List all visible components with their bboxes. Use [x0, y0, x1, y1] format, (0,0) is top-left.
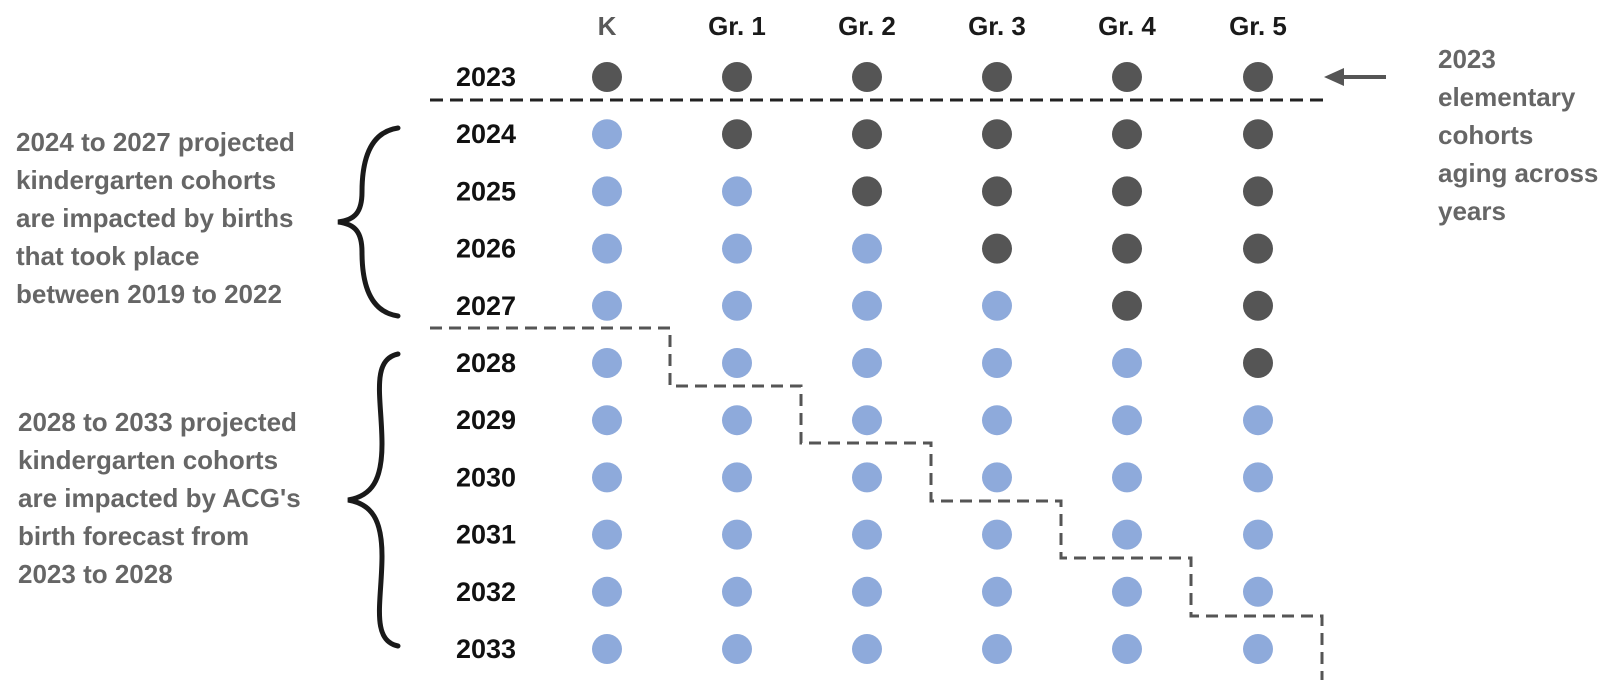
dot-existing-cohort [1112, 233, 1142, 264]
dot-existing-cohort [722, 62, 752, 92]
row-year-label: 2033 [456, 634, 516, 664]
dot-projected-cohort [592, 634, 622, 664]
dot-existing-cohort [982, 233, 1012, 264]
dot-projected-cohort [982, 519, 1012, 550]
dot-projected-cohort [722, 519, 752, 550]
dot-projected-cohort [1243, 462, 1273, 493]
dot-projected-cohort [852, 233, 882, 264]
dot-projected-cohort [1112, 405, 1142, 436]
left-arrow-icon [1324, 68, 1344, 86]
dot-projected-cohort [1112, 348, 1142, 378]
dot-projected-cohort [592, 405, 622, 436]
dot-existing-cohort [1112, 119, 1142, 150]
dot-projected-cohort [592, 176, 622, 207]
dot-projected-cohort [592, 576, 622, 607]
dot-projected-cohort [982, 348, 1012, 378]
row-year-label: 2024 [456, 119, 516, 149]
dot-existing-cohort [722, 119, 752, 150]
dot-projected-cohort [722, 576, 752, 607]
dot-projected-cohort [1243, 634, 1273, 664]
dot-projected-cohort [722, 290, 752, 321]
dot-projected-cohort [722, 176, 752, 207]
dot-existing-cohort [982, 119, 1012, 150]
dot-projected-cohort [852, 290, 882, 321]
note-left-top: 2024 to 2027 projected kindergarten coho… [16, 127, 295, 309]
dot-projected-cohort [982, 405, 1012, 436]
dot-existing-cohort [1112, 176, 1142, 207]
dot-projected-cohort [1112, 576, 1142, 607]
column-header: Gr. 4 [1098, 11, 1156, 41]
dot-projected-cohort [592, 462, 622, 493]
row-year-label: 2027 [456, 291, 516, 321]
dot-projected-cohort [1112, 462, 1142, 493]
dot-projected-cohort [722, 233, 752, 264]
column-header: Gr. 1 [708, 11, 766, 41]
note-left-bottom: 2028 to 2033 projected kindergarten coho… [18, 407, 301, 589]
dot-projected-cohort [722, 348, 752, 378]
dot-existing-cohort [982, 176, 1012, 207]
dot-existing-cohort [1112, 62, 1142, 92]
dot-projected-cohort [982, 462, 1012, 493]
row-year-label: 2032 [456, 577, 516, 607]
dot-projected-cohort [722, 462, 752, 493]
dot-projected-cohort [592, 348, 622, 378]
dot-existing-cohort [1243, 233, 1273, 264]
dashed-staircase-line [430, 326, 1324, 680]
dot-existing-cohort [592, 62, 622, 92]
dot-projected-cohort [722, 634, 752, 664]
column-header: K [598, 11, 617, 41]
column-header: Gr. 3 [968, 11, 1026, 41]
dot-projected-cohort [1112, 634, 1142, 664]
dot-existing-cohort [982, 62, 1012, 92]
column-header: Gr. 2 [838, 11, 896, 41]
dot-existing-cohort [1112, 290, 1142, 321]
dot-projected-cohort [592, 233, 622, 264]
dot-projected-cohort [592, 290, 622, 321]
row-year-label: 2030 [456, 462, 516, 492]
dot-existing-cohort [852, 176, 882, 207]
dot-projected-cohort [852, 405, 882, 436]
dot-projected-cohort [592, 119, 622, 150]
dot-projected-cohort [1243, 519, 1273, 550]
dot-existing-cohort [1243, 290, 1273, 321]
row-year-label: 2029 [456, 405, 516, 435]
dot-projected-cohort [982, 576, 1012, 607]
dot-projected-cohort [722, 405, 752, 436]
dot-projected-cohort [1243, 405, 1273, 436]
row-year-label: 2026 [456, 234, 516, 264]
dot-projected-cohort [982, 290, 1012, 321]
row-year-label: 2028 [456, 348, 516, 378]
dot-projected-cohort [852, 576, 882, 607]
dot-projected-cohort [852, 519, 882, 550]
brace-top-icon [337, 125, 401, 319]
dot-projected-cohort [1112, 519, 1142, 550]
row-year-label: 2031 [456, 520, 516, 550]
row-year-label: 2025 [456, 176, 516, 206]
dot-projected-cohort [592, 519, 622, 550]
dot-existing-cohort [1243, 176, 1273, 207]
note-right: 2023 elementary cohorts aging across yea… [1438, 44, 1599, 226]
dot-existing-cohort [1243, 119, 1273, 150]
dot-existing-cohort [852, 62, 882, 92]
dot-projected-cohort [852, 348, 882, 378]
row-year-label: 2023 [456, 62, 516, 92]
dot-existing-cohort [852, 119, 882, 150]
dot-existing-cohort [1243, 348, 1273, 378]
brace-bottom-icon [347, 351, 401, 649]
dot-projected-cohort [1243, 576, 1273, 607]
dot-existing-cohort [1243, 62, 1273, 92]
dot-projected-cohort [982, 634, 1012, 664]
column-header: Gr. 5 [1229, 11, 1287, 41]
dot-projected-cohort [852, 462, 882, 493]
dot-projected-cohort [852, 634, 882, 664]
